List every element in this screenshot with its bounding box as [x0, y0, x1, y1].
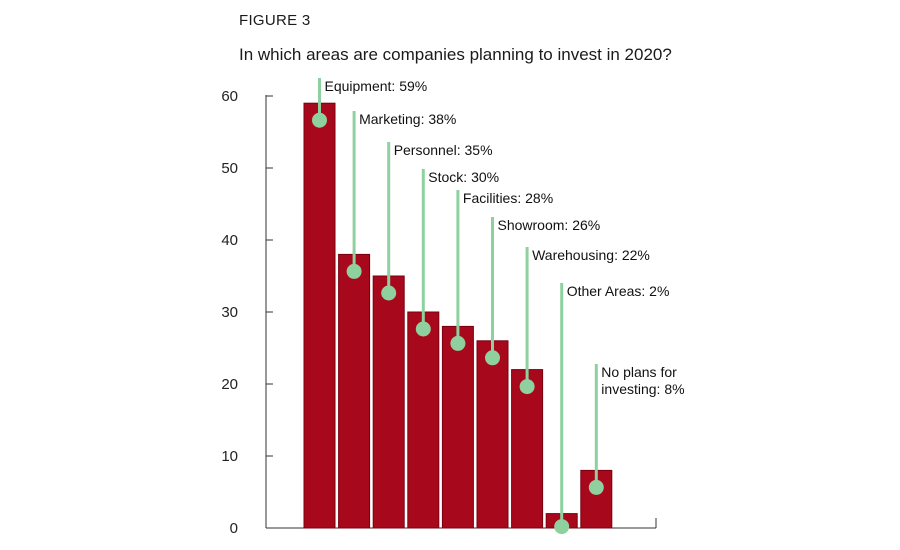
figure-label: FIGURE 3: [239, 12, 311, 29]
y-tick-label: 20: [221, 376, 238, 393]
bar: [476, 340, 509, 529]
annotation-dot: [381, 285, 397, 301]
annotation-dot: [588, 479, 604, 495]
y-tick-label: 10: [221, 448, 238, 465]
annotation-dot: [554, 519, 570, 535]
annotation-label: Facilities: 28%: [463, 190, 553, 206]
annotation-label: Warehousing: 22%: [532, 247, 650, 263]
chart-title: In which areas are companies planning to…: [239, 45, 672, 64]
bar: [303, 102, 336, 529]
annotation-label: Other Areas: 2%: [567, 283, 670, 299]
y-tick-label: 40: [221, 232, 238, 249]
annotation-label: Personnel: 35%: [394, 142, 493, 158]
annotation-label: investing: 8%: [601, 381, 684, 397]
bar: [511, 369, 544, 529]
annotation-label: Stock: 30%: [428, 169, 499, 185]
annotation-dot: [312, 112, 327, 128]
bar: [441, 325, 474, 529]
y-tick-label: 60: [221, 88, 238, 105]
y-tick-label: 0: [230, 520, 238, 537]
annotation-label: Showroom: 26%: [498, 217, 601, 233]
annotation-label: No plans for: [601, 364, 677, 380]
chart-bars: [303, 102, 613, 529]
annotation-dot: [519, 379, 535, 395]
annotation-dot: [346, 263, 362, 279]
y-tick-label: 50: [221, 160, 238, 177]
bar: [372, 275, 405, 529]
annotation-label: Marketing: 38%: [359, 111, 456, 127]
bar: [407, 311, 440, 529]
annotation-dot: [415, 321, 431, 337]
chart-annotations: Equipment: 59% Marketing: 38% Personnel: 3…: [312, 78, 685, 535]
bar: [338, 253, 371, 529]
annotation-dot: [485, 350, 500, 366]
annotation-label: Equipment: 59%: [325, 78, 428, 94]
y-tick-label: 30: [221, 304, 238, 321]
annotation-dot: [450, 335, 466, 351]
